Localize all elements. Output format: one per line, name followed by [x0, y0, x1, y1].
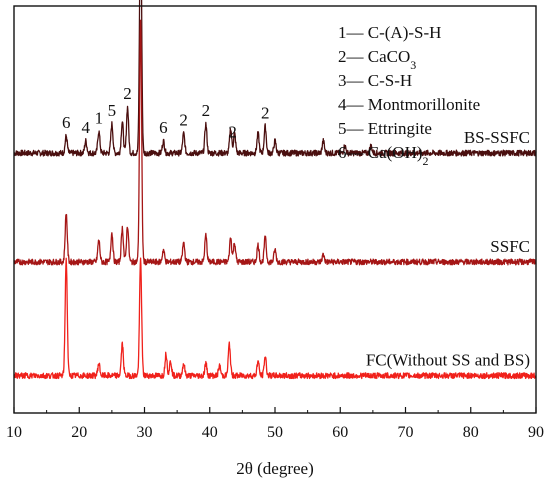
peak-label: 5: [108, 101, 117, 120]
series-line-3: [13, 257, 537, 380]
x-tick-label: 50: [267, 424, 283, 441]
x-tick-label: 80: [463, 424, 479, 441]
x-tick-label: 30: [137, 424, 153, 441]
x-tick-label: 70: [398, 424, 414, 441]
series-layer: [13, 0, 537, 380]
peak-label-layer: 64152362222: [62, 84, 270, 142]
peak-label: 2: [123, 84, 132, 103]
legend-entry: 4— Montmorillonite: [338, 95, 480, 114]
series-line-1: [13, 0, 537, 157]
peak-label: 2: [261, 104, 270, 123]
peak-label: 2: [202, 101, 211, 120]
series-name-label: BS-SSFC: [464, 128, 530, 147]
x-tick-label: 60: [332, 424, 348, 441]
series-name-label: FC(Without SS and BS): [366, 351, 530, 370]
ticks-layer: 10 20 30 40 50 60 70 80 90: [6, 407, 544, 441]
x-tick-label: 10: [6, 424, 22, 441]
legend-entry: 3— C-S-H: [338, 71, 412, 90]
peak-label: 6: [159, 118, 168, 137]
legend-entry: 1— C-(A)-S-H: [338, 23, 441, 42]
legend-entry: 5— Ettringite: [338, 119, 432, 138]
series-name-layer: BS-SSFC SSFC FC(Without SS and BS): [366, 128, 530, 370]
x-tick-label: 40: [202, 424, 218, 441]
series-name-label: SSFC: [490, 237, 530, 256]
legend-entry: 6— Ca(OH)2: [338, 143, 429, 168]
legend-entry: 2— CaCO3: [338, 47, 416, 72]
peak-label: 2: [228, 123, 237, 142]
x-tick-label: 90: [528, 424, 544, 441]
series-line-2: [13, 19, 537, 266]
x-tick-label: 20: [71, 424, 87, 441]
peak-label: 6: [62, 113, 71, 132]
x-axis-label: 2θ (degree): [236, 459, 314, 478]
peak-label: 4: [82, 118, 91, 137]
peak-label: 1: [95, 108, 104, 127]
peak-label: 2: [179, 111, 188, 130]
